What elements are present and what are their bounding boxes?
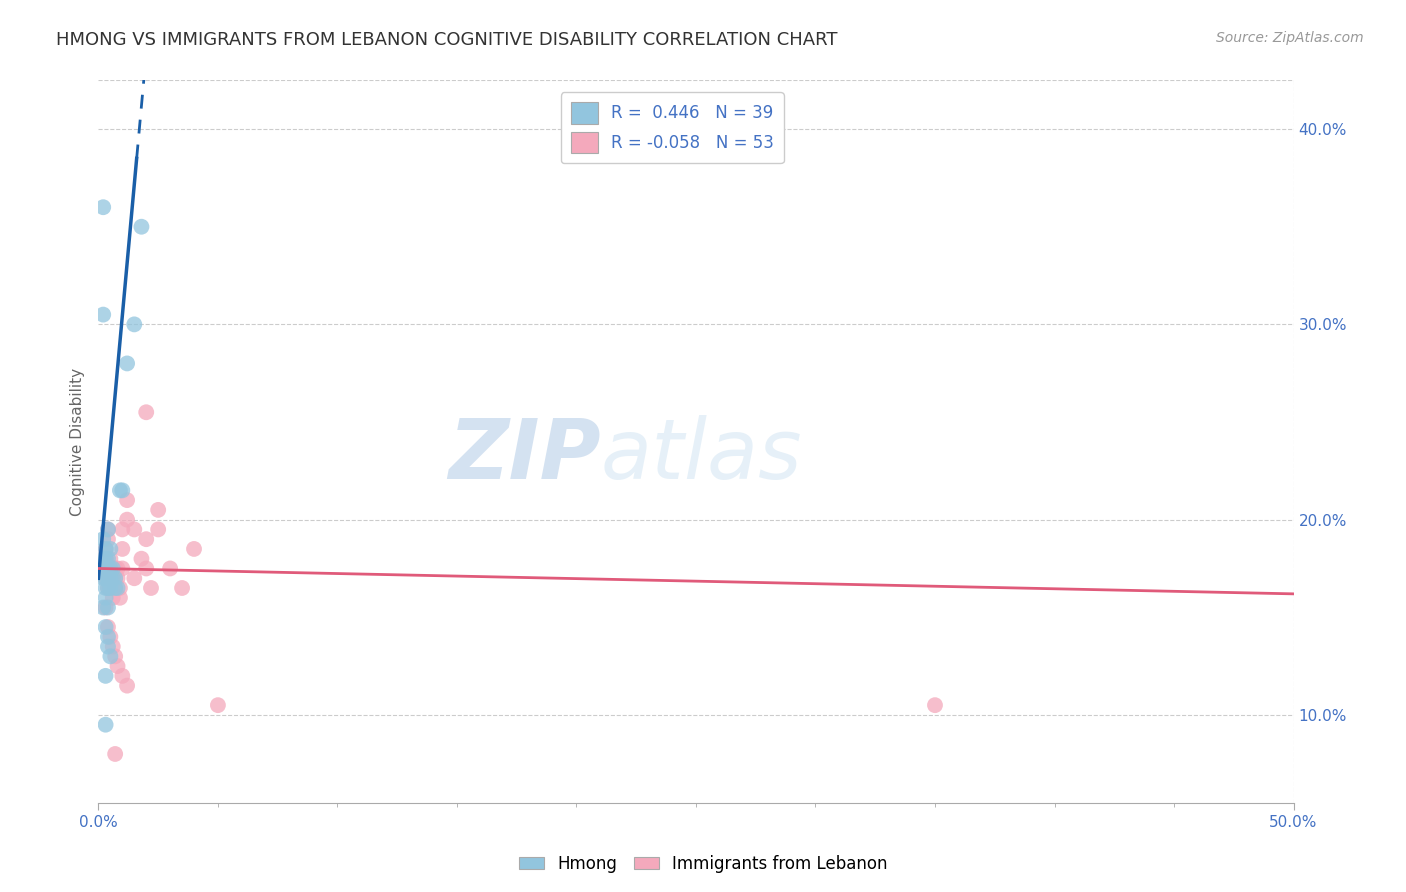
- Point: [91, 561, 114, 575]
- Text: Source: ZipAtlas.com: Source: ZipAtlas.com: [1216, 31, 1364, 45]
- Point: [115, 679, 138, 693]
- Point: [97, 600, 120, 615]
- Point: [115, 513, 138, 527]
- Point: [97, 561, 120, 575]
- Point: [107, 659, 129, 673]
- Point: [98, 581, 122, 595]
- Point: [104, 747, 127, 761]
- Point: [97, 620, 120, 634]
- Point: [97, 523, 120, 537]
- Point: [111, 541, 134, 556]
- Point: [101, 581, 124, 595]
- Point: [94, 551, 117, 566]
- Point: [98, 551, 122, 566]
- Point: [97, 630, 120, 644]
- Point: [94, 561, 117, 575]
- Point: [91, 600, 114, 615]
- Point: [124, 571, 146, 585]
- Point: [98, 649, 122, 664]
- Point: [115, 493, 138, 508]
- Point: [111, 483, 134, 498]
- Point: [91, 561, 114, 575]
- Point: [107, 571, 129, 585]
- Point: [94, 561, 117, 575]
- Point: [148, 523, 170, 537]
- Point: [124, 523, 146, 537]
- Point: [108, 591, 131, 605]
- Point: [101, 591, 124, 605]
- Point: [108, 483, 131, 498]
- Point: [97, 532, 120, 546]
- Point: [98, 571, 122, 585]
- Point: [98, 541, 122, 556]
- Point: [97, 523, 120, 537]
- Point: [94, 541, 117, 556]
- Point: [183, 541, 205, 556]
- Point: [101, 561, 124, 575]
- Point: [108, 581, 131, 595]
- Point: [101, 571, 124, 585]
- Point: [91, 200, 114, 214]
- Point: [104, 649, 127, 664]
- Point: [98, 630, 122, 644]
- Point: [135, 405, 157, 419]
- Legend: R =  0.446   N = 39, R = -0.058   N = 53: R = 0.446 N = 39, R = -0.058 N = 53: [561, 92, 783, 163]
- Point: [97, 581, 120, 595]
- Point: [97, 581, 120, 595]
- Point: [94, 717, 117, 731]
- Point: [107, 561, 129, 575]
- Point: [111, 523, 134, 537]
- Point: [101, 561, 124, 575]
- Point: [159, 561, 181, 575]
- Point: [91, 532, 114, 546]
- Text: atlas: atlas: [600, 416, 801, 497]
- Point: [172, 581, 194, 595]
- Point: [107, 581, 129, 595]
- Text: HMONG VS IMMIGRANTS FROM LEBANON COGNITIVE DISABILITY CORRELATION CHART: HMONG VS IMMIGRANTS FROM LEBANON COGNITI…: [56, 31, 838, 49]
- Point: [94, 571, 117, 585]
- Point: [97, 561, 120, 575]
- Point: [94, 571, 117, 585]
- Point: [97, 640, 120, 654]
- Point: [148, 503, 170, 517]
- Point: [111, 669, 134, 683]
- Point: [98, 571, 122, 585]
- Point: [94, 541, 117, 556]
- Point: [104, 571, 127, 585]
- Point: [94, 600, 117, 615]
- Point: [91, 551, 114, 566]
- Point: [97, 571, 120, 585]
- Point: [97, 551, 120, 566]
- Legend: Hmong, Immigrants from Lebanon: Hmong, Immigrants from Lebanon: [512, 848, 894, 880]
- Point: [104, 571, 127, 585]
- Point: [111, 561, 134, 575]
- Text: ZIP: ZIP: [447, 416, 600, 497]
- Point: [98, 581, 122, 595]
- Point: [91, 308, 114, 322]
- Point: [94, 591, 117, 605]
- Point: [139, 581, 162, 595]
- Point: [94, 620, 117, 634]
- Point: [101, 640, 124, 654]
- Point: [94, 669, 117, 683]
- Point: [207, 698, 229, 713]
- Point: [98, 561, 122, 575]
- Point: [101, 571, 124, 585]
- Point: [94, 581, 117, 595]
- Point: [135, 532, 157, 546]
- Point: [104, 581, 127, 595]
- Y-axis label: Cognitive Disability: Cognitive Disability: [69, 368, 84, 516]
- Point: [135, 561, 157, 575]
- Point: [124, 318, 146, 332]
- Point: [131, 219, 153, 234]
- Point: [104, 561, 127, 575]
- Point: [924, 698, 946, 713]
- Point: [94, 551, 117, 566]
- Point: [98, 561, 122, 575]
- Point: [91, 551, 114, 566]
- Point: [131, 551, 153, 566]
- Point: [115, 356, 138, 370]
- Point: [91, 571, 114, 585]
- Point: [104, 581, 127, 595]
